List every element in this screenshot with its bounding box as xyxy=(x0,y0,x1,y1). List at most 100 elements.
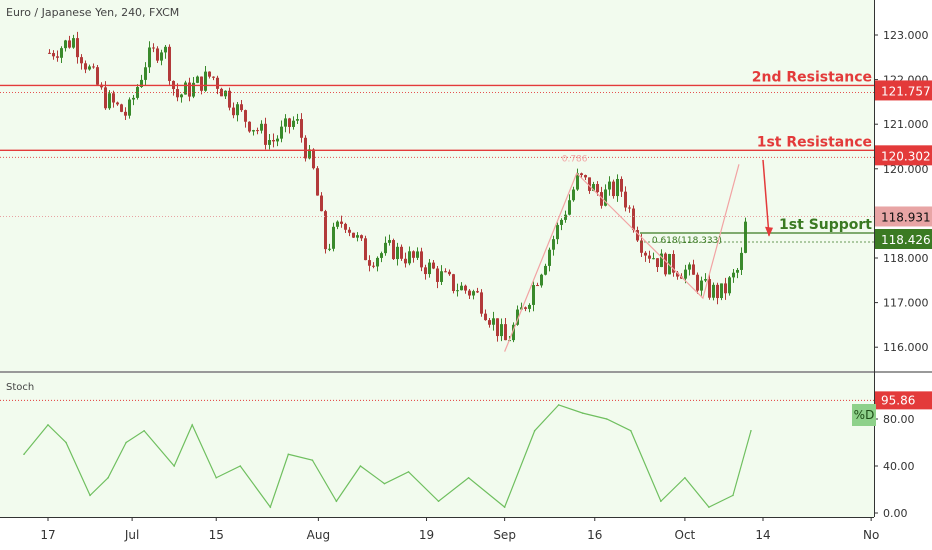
candle-body xyxy=(60,48,63,58)
stoch-point xyxy=(437,500,440,503)
chart-title: Euro / Japanese Yen, 240, FXCM xyxy=(6,6,180,19)
candle-body xyxy=(596,184,599,193)
candle-body xyxy=(624,191,627,208)
candle-body xyxy=(156,48,159,61)
candle-body xyxy=(448,271,451,275)
candle-body xyxy=(336,221,339,227)
candle-body xyxy=(288,118,291,127)
stoch-point xyxy=(47,424,49,426)
candle-body xyxy=(188,82,191,97)
candle-body xyxy=(380,253,383,258)
candle-body xyxy=(552,239,555,250)
stoch-reference-label: 95.86 xyxy=(881,393,915,407)
candle-body xyxy=(136,87,139,98)
candle-body xyxy=(644,252,647,256)
candle-body xyxy=(412,251,415,258)
candle-body xyxy=(700,280,703,291)
candle-body xyxy=(572,189,575,201)
stoch-point xyxy=(287,453,290,456)
candle-body xyxy=(284,118,287,127)
candle-body xyxy=(220,88,223,97)
candle-body xyxy=(76,38,79,58)
candle-body xyxy=(104,87,107,109)
candle-body xyxy=(568,200,571,215)
time-tick-label: 14 xyxy=(755,528,770,542)
candle-body xyxy=(536,285,539,287)
stoch-point xyxy=(533,429,536,432)
candle-body xyxy=(452,274,455,292)
candle-body xyxy=(540,274,543,286)
candle-body xyxy=(388,240,391,243)
stoch-point xyxy=(23,453,25,456)
candle-body xyxy=(128,99,131,116)
candle-body xyxy=(584,175,587,178)
candle-body xyxy=(532,285,535,305)
candle-body xyxy=(640,240,643,253)
candle-body xyxy=(684,269,687,279)
candle-body xyxy=(148,47,151,68)
stoch-point xyxy=(684,476,686,479)
candle-body xyxy=(344,223,347,230)
candle-body xyxy=(716,284,719,299)
time-tick-label: 19 xyxy=(419,528,434,542)
main-pane xyxy=(0,0,874,371)
candle-body xyxy=(80,57,83,64)
price-tick-label: 116.000 xyxy=(883,341,929,354)
candle-body xyxy=(504,324,507,341)
fib-label: 0.618(118.333) xyxy=(652,236,722,246)
time-tick-label: 17 xyxy=(40,528,55,542)
stoch-reference-badge xyxy=(875,391,932,410)
forecast-arrow-line xyxy=(762,159,770,236)
level-value-label: 120.302 xyxy=(881,149,931,163)
price-tick-label: 123.000 xyxy=(883,29,929,42)
candle-body xyxy=(488,320,491,325)
stoch-point xyxy=(107,476,109,479)
candle-body xyxy=(604,189,607,206)
stoch-point xyxy=(630,429,632,432)
candle-body xyxy=(216,77,219,89)
candle-body xyxy=(708,279,711,298)
candle-body xyxy=(196,76,199,83)
stoch-point xyxy=(215,476,218,479)
stoch-series-badge xyxy=(852,404,876,426)
candle-body xyxy=(248,121,251,132)
candle-body xyxy=(728,277,731,294)
candle-body xyxy=(392,240,395,260)
candle-body xyxy=(576,173,579,190)
candle-body xyxy=(440,271,443,282)
candle-body xyxy=(352,232,355,238)
candle-body xyxy=(256,130,259,132)
candle-body xyxy=(320,195,323,212)
candle-body xyxy=(312,149,315,169)
candle-body xyxy=(580,173,583,176)
stoch-point xyxy=(660,500,662,503)
candle-body xyxy=(376,257,379,267)
candle-body xyxy=(204,71,207,91)
candle-body xyxy=(500,324,503,337)
candle-body xyxy=(672,253,675,273)
stoch-point xyxy=(269,506,272,508)
candle-body xyxy=(692,264,695,275)
candle-body xyxy=(616,178,619,197)
candle-body xyxy=(200,76,203,91)
stoch-point xyxy=(750,429,752,432)
candle-body xyxy=(436,268,439,282)
candle-body xyxy=(208,71,211,77)
time-tick-label: Aug xyxy=(307,528,330,542)
candle-body xyxy=(364,238,367,261)
candle-body xyxy=(404,258,407,264)
candle-body xyxy=(740,252,743,270)
candle-body xyxy=(384,242,387,254)
candle-body xyxy=(744,221,747,253)
candle-body xyxy=(372,265,375,267)
fib-label: 0.786 xyxy=(562,154,588,164)
candle-body xyxy=(168,46,171,81)
candle-body xyxy=(544,265,547,275)
stoch-point xyxy=(467,476,470,479)
candle-body xyxy=(408,251,411,264)
stoch-point xyxy=(732,494,734,497)
candle-body xyxy=(704,279,707,281)
candle-body xyxy=(304,137,307,159)
candle-body xyxy=(180,94,183,98)
